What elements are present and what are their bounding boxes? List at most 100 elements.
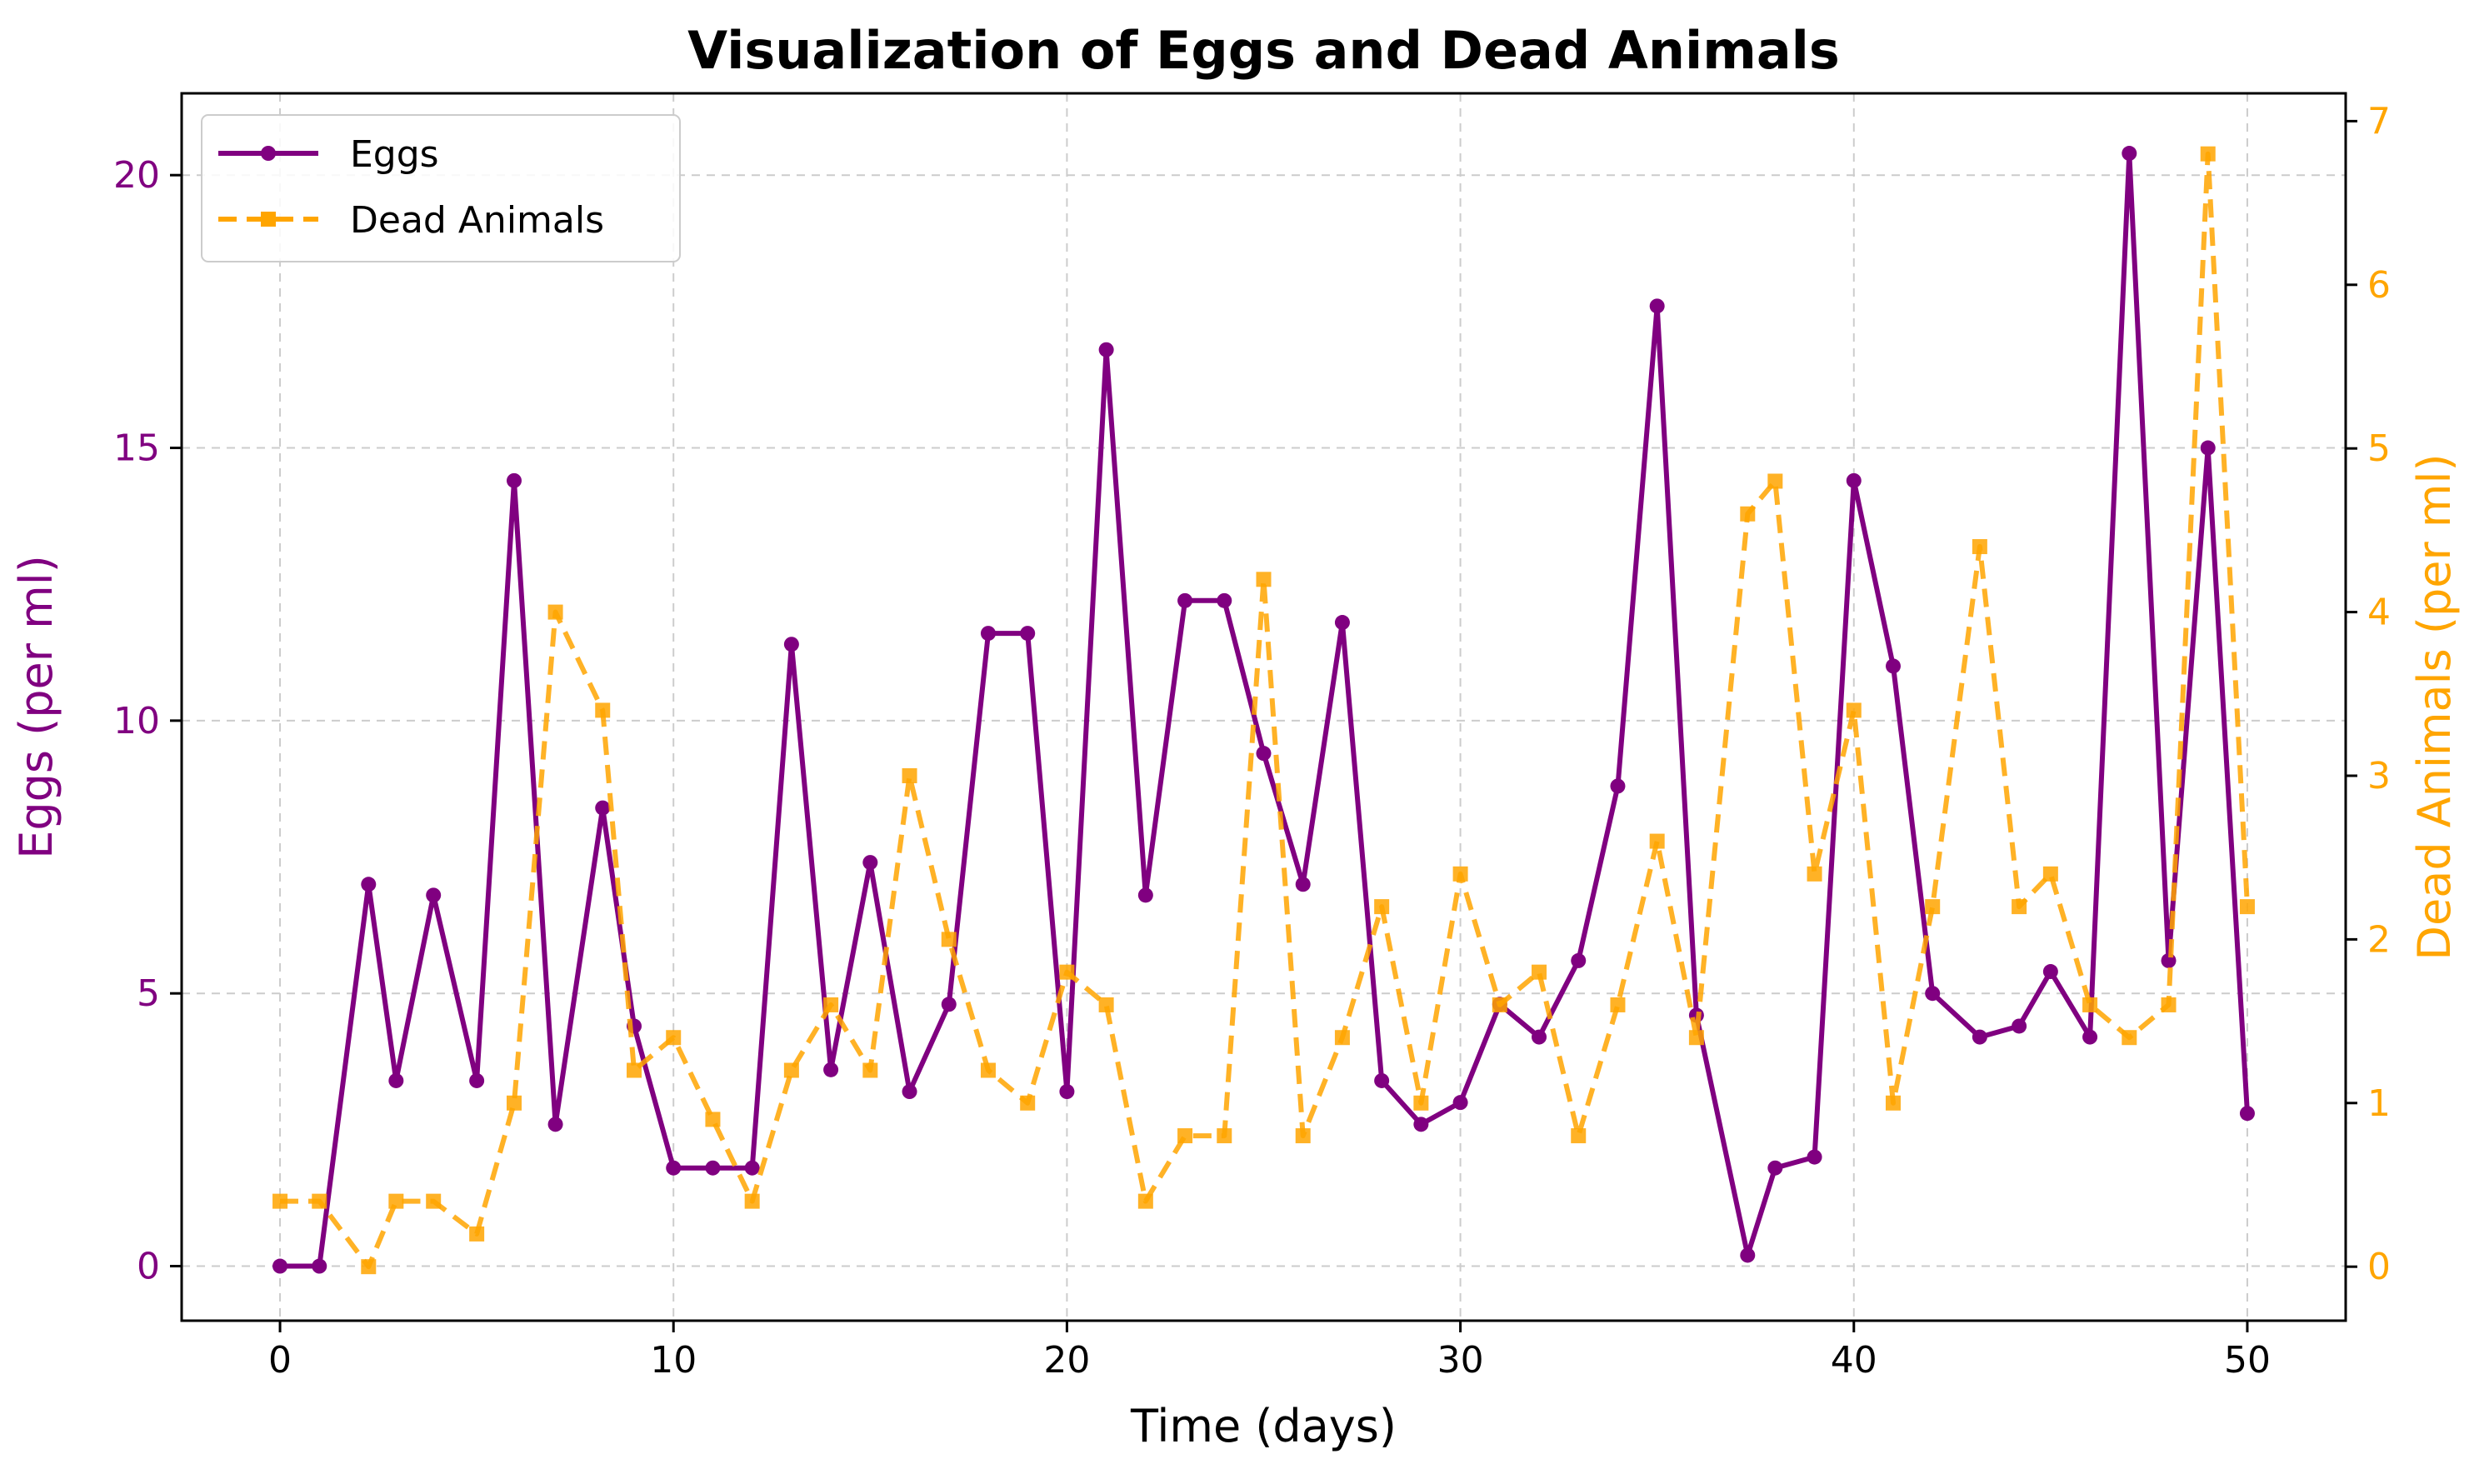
eggs-point xyxy=(1925,986,1941,1002)
dead-animals-point xyxy=(1334,1030,1350,1046)
eggs-point xyxy=(272,1258,288,1274)
eggs-point xyxy=(426,887,442,903)
dead-animals-point xyxy=(1020,1095,1036,1111)
eggs-point xyxy=(469,1072,485,1088)
eggs-point xyxy=(705,1160,721,1176)
dead-animals-point xyxy=(1137,1193,1153,1209)
y-right-tick-label: 3 xyxy=(2367,755,2391,797)
dead-animals-point xyxy=(1767,473,1783,489)
dead-animals-point xyxy=(1610,997,1626,1012)
eggs-point xyxy=(1972,1029,1987,1045)
dead-animals-point xyxy=(1177,1128,1193,1144)
x-tick-label: 0 xyxy=(268,1339,292,1382)
eggs-point xyxy=(1452,1095,1468,1111)
eggs-point xyxy=(2200,440,2216,456)
eggs-point xyxy=(823,1062,839,1077)
dead-animals-point xyxy=(388,1193,404,1209)
eggs-point xyxy=(1532,1029,1547,1045)
dead-animals-point xyxy=(705,1112,721,1127)
dead-animals-point xyxy=(1492,997,1507,1012)
y-left-tick-label: 5 xyxy=(137,972,160,1015)
eggs-point xyxy=(1885,658,1901,674)
grid-lines xyxy=(182,93,2346,1321)
axes: 0 10 20 30 40 50 0 5 10 15 20 0 1 2 3 4 5 6 7 xyxy=(113,100,2391,1382)
dead-animals-point xyxy=(469,1226,485,1242)
dead-animals-point xyxy=(823,997,839,1012)
y-axis-right-title: Dead Animals (per ml) xyxy=(2408,453,2461,960)
dead-animals-point xyxy=(1649,833,1665,849)
dead-animals-point xyxy=(744,1193,760,1209)
x-tick-label: 10 xyxy=(650,1339,697,1382)
dead-animals-point xyxy=(426,1193,442,1209)
dead-animals-point xyxy=(2082,997,2098,1012)
x-tick-label: 20 xyxy=(1043,1339,1090,1382)
y-axis-left-title: Eggs (per ml) xyxy=(10,555,62,859)
dead-animals-point xyxy=(1374,899,1390,915)
eggs-point xyxy=(783,637,799,652)
dead-animals-point xyxy=(2042,866,2058,882)
y-left-tick-label: 0 xyxy=(137,1246,160,1288)
y-right-tick-label: 5 xyxy=(2367,427,2391,470)
dead-animals-point xyxy=(1059,964,1075,980)
dead-animals-point xyxy=(1532,964,1547,980)
y-right-tick-label: 4 xyxy=(2367,592,2391,634)
eggs-point xyxy=(388,1072,404,1088)
eggs-point xyxy=(595,800,611,816)
dead-animals-point xyxy=(1972,539,1987,555)
dead-animals-point xyxy=(2122,1030,2137,1046)
eggs-point xyxy=(1374,1072,1390,1088)
x-tick-label: 40 xyxy=(1831,1339,1877,1382)
eggs-point xyxy=(1256,746,1272,762)
legend-dead-animals-marker xyxy=(261,212,276,227)
dead-animals-point xyxy=(506,1095,522,1111)
eggs-point xyxy=(1098,342,1114,357)
dead-animals-point xyxy=(862,1062,878,1078)
eggs-point xyxy=(2122,146,2137,162)
eggs-point xyxy=(1807,1149,1822,1165)
y-right-tick-label: 6 xyxy=(2367,264,2391,307)
dead-animals-point xyxy=(1098,997,1114,1012)
dead-animals-point xyxy=(1688,1030,1704,1046)
eggs-point xyxy=(1137,887,1153,903)
eggs-point xyxy=(506,472,522,488)
dead-animals-point xyxy=(1452,866,1468,882)
dead-animals-point xyxy=(272,1193,288,1209)
dead-animals-point xyxy=(627,1062,642,1078)
legend-item-dead-animals: Dead Animals xyxy=(218,199,604,242)
eggs-point xyxy=(547,1117,563,1132)
dead-animals-point xyxy=(783,1062,799,1078)
legend-item-eggs: Eggs xyxy=(218,133,439,176)
dead-animals-point xyxy=(902,767,917,783)
y-right-tick-label: 7 xyxy=(2367,100,2391,142)
eggs-point xyxy=(666,1160,682,1176)
legend: Eggs Dead Animals xyxy=(201,114,681,262)
eggs-point xyxy=(902,1084,917,1100)
dead-animals-series-line xyxy=(280,151,2250,1270)
dead-animals-point xyxy=(1925,899,1941,915)
eggs-point xyxy=(2012,1018,2027,1034)
dead-animals-point xyxy=(312,1193,327,1209)
eggs-point xyxy=(2239,1106,2255,1122)
eggs-point xyxy=(1610,778,1626,794)
dead-animals-point xyxy=(1571,1128,1587,1144)
dead-animals-point xyxy=(1256,572,1272,587)
dead-animals-point xyxy=(980,1062,996,1078)
dead-animals-point xyxy=(1807,866,1822,882)
y-left-tick-label: 15 xyxy=(113,427,160,470)
eggs-point xyxy=(980,626,996,642)
dead-animals-point xyxy=(1885,1095,1901,1111)
eggs-point xyxy=(1020,626,1036,642)
eggs-point xyxy=(1413,1117,1429,1132)
eggs-point xyxy=(1295,877,1311,892)
eggs-point xyxy=(1177,592,1193,608)
dead-animals-point xyxy=(2161,997,2177,1012)
eggs-point xyxy=(1334,615,1350,631)
plot-frame xyxy=(180,92,2347,1322)
dead-animals-point xyxy=(2239,899,2255,915)
x-axis-title: Time (days) xyxy=(1130,1400,1397,1452)
eggs-point xyxy=(1059,1084,1075,1100)
y-right-tick-label: 0 xyxy=(2367,1246,2391,1288)
legend-eggs-label: Eggs xyxy=(350,133,439,176)
dead-animals-point xyxy=(666,1030,682,1046)
chart-title: Visualization of Eggs and Dead Animals xyxy=(687,20,1840,81)
